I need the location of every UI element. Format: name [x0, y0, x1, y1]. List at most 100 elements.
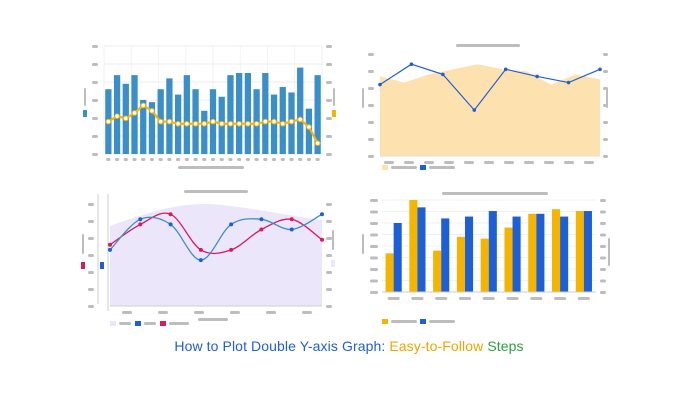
- bar: [201, 110, 208, 154]
- right-axis-title: [332, 230, 334, 250]
- series-line: [379, 63, 601, 112]
- x-tick-label: [289, 158, 294, 161]
- line-point: [184, 120, 190, 127]
- line-point: [306, 124, 312, 130]
- line-point: [262, 118, 269, 125]
- x-tick-label: [194, 311, 204, 314]
- legend-label-blue: [144, 322, 156, 325]
- smooth-line-area-chart: [80, 186, 340, 328]
- y-tick-label-left: [368, 70, 374, 73]
- line-point-blue: [168, 222, 173, 227]
- y-tick-label-right: [326, 135, 332, 138]
- left-axis-swatch: [83, 110, 87, 117]
- y-tick-label-right: [603, 121, 608, 124]
- x-tick-label: [564, 161, 574, 164]
- y-tick-label-right: [326, 220, 332, 223]
- bar-blue: [536, 213, 545, 292]
- y-tick-label-left: [92, 117, 98, 120]
- y-tick-label-left: [370, 233, 378, 237]
- y-tick-label-left: [370, 222, 378, 225]
- x-tick-label: [254, 158, 259, 161]
- chart-title: [184, 190, 248, 193]
- line-point-blue: [108, 247, 112, 252]
- legend-swatch-blue: [420, 319, 426, 324]
- left-axis-title: [82, 234, 84, 254]
- x-tick-label: [202, 158, 207, 161]
- bar: [140, 100, 147, 154]
- x-tick-label: [411, 297, 424, 300]
- x-tick-label: [384, 161, 394, 164]
- x-tick-label: [266, 311, 276, 314]
- x-tick-label: [504, 161, 514, 164]
- smooth-line-chart-svg: [81, 190, 335, 326]
- y-tick-label-left: [368, 104, 374, 107]
- bar-blue: [560, 216, 569, 292]
- line-point: [210, 118, 216, 125]
- legend-swatch-red: [160, 321, 166, 326]
- series-line-red: [109, 212, 323, 255]
- x-tick-label: [404, 161, 414, 164]
- x-tick-label: [464, 161, 474, 164]
- y-tick-label-left: [368, 155, 374, 158]
- y-tick-label-left: [92, 135, 98, 138]
- bar-orange: [433, 250, 442, 292]
- line-point-red: [320, 237, 324, 242]
- line-point: [566, 80, 571, 85]
- legend-swatch-blue: [135, 321, 141, 326]
- x-tick-label: [484, 161, 494, 164]
- y-tick-label-left: [88, 203, 94, 206]
- bar-orange: [480, 238, 489, 292]
- y-tick-label-left: [368, 138, 374, 141]
- y-tick-label-right: [603, 138, 608, 141]
- x-tick-label: [219, 158, 224, 161]
- y-tick-label-right: [600, 245, 606, 248]
- x-tick-label: [210, 158, 216, 161]
- line-point-red: [289, 217, 294, 222]
- line-point: [236, 120, 242, 127]
- x-tick-label: [132, 158, 137, 161]
- line-point: [314, 140, 321, 146]
- line-point: [472, 108, 477, 112]
- y-tick-label-right: [326, 254, 332, 257]
- y-tick-label-right: [326, 153, 332, 156]
- x-tick-label: [167, 158, 172, 161]
- line-point: [192, 120, 199, 127]
- y-tick-label-right: [326, 203, 332, 206]
- y-tick-label-left: [370, 268, 378, 271]
- y-tick-label-right: [326, 117, 332, 120]
- bar: [262, 73, 269, 154]
- y-tick-label-left: [370, 256, 378, 260]
- y-tick-label-left: [88, 220, 94, 223]
- y-tick-label-left: [92, 63, 98, 66]
- y-tick-label-right: [326, 288, 332, 291]
- x-tick-label: [482, 297, 495, 300]
- line-point: [140, 102, 147, 109]
- chart-title: [456, 44, 520, 47]
- line-point: [378, 82, 382, 87]
- line-point-blue: [320, 212, 324, 217]
- legend-swatch-orange: [382, 319, 388, 324]
- line-point: [441, 72, 445, 77]
- line-point: [535, 74, 539, 79]
- line-point-red: [108, 242, 112, 247]
- line-point-red: [229, 247, 234, 252]
- bar-orange: [575, 211, 584, 292]
- x-tick-label: [280, 158, 285, 161]
- y-tick-label-right: [326, 99, 332, 102]
- bar-blue: [583, 211, 592, 292]
- line-point: [288, 118, 295, 125]
- line-point: [218, 120, 225, 127]
- x-tick-label: [263, 158, 268, 161]
- legend-label-area: [391, 166, 417, 169]
- line-point: [114, 113, 120, 119]
- bar-line-chart-svg: [83, 45, 336, 169]
- grouped-bar-chart: [360, 186, 610, 328]
- line-point-blue: [198, 258, 203, 263]
- right-axis-swatch: [332, 110, 336, 117]
- y-tick-label-left: [88, 288, 94, 291]
- y-tick-label-left: [370, 279, 378, 283]
- y-tick-label-right: [326, 63, 332, 66]
- bar-blue: [441, 218, 450, 292]
- y-tick-label-right: [600, 222, 606, 225]
- right-axis-title: [608, 238, 610, 266]
